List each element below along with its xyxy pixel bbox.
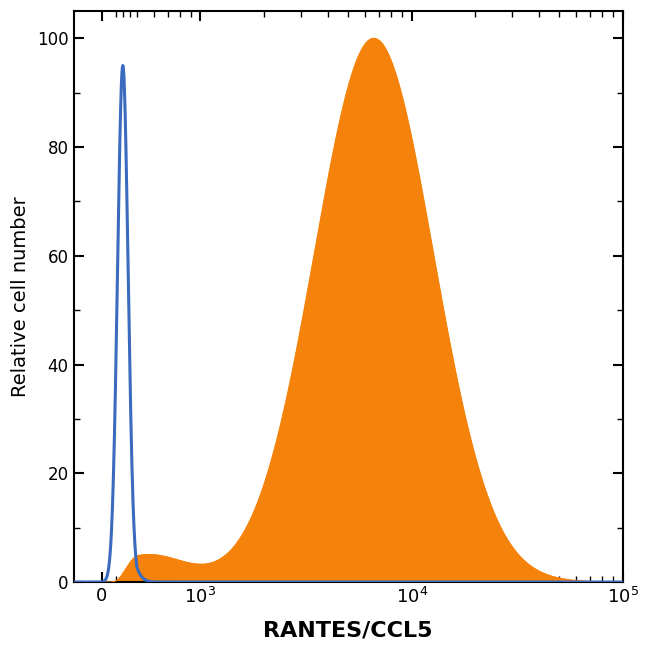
Y-axis label: Relative cell number: Relative cell number bbox=[11, 196, 30, 397]
X-axis label: RANTES/CCL5: RANTES/CCL5 bbox=[263, 621, 433, 641]
